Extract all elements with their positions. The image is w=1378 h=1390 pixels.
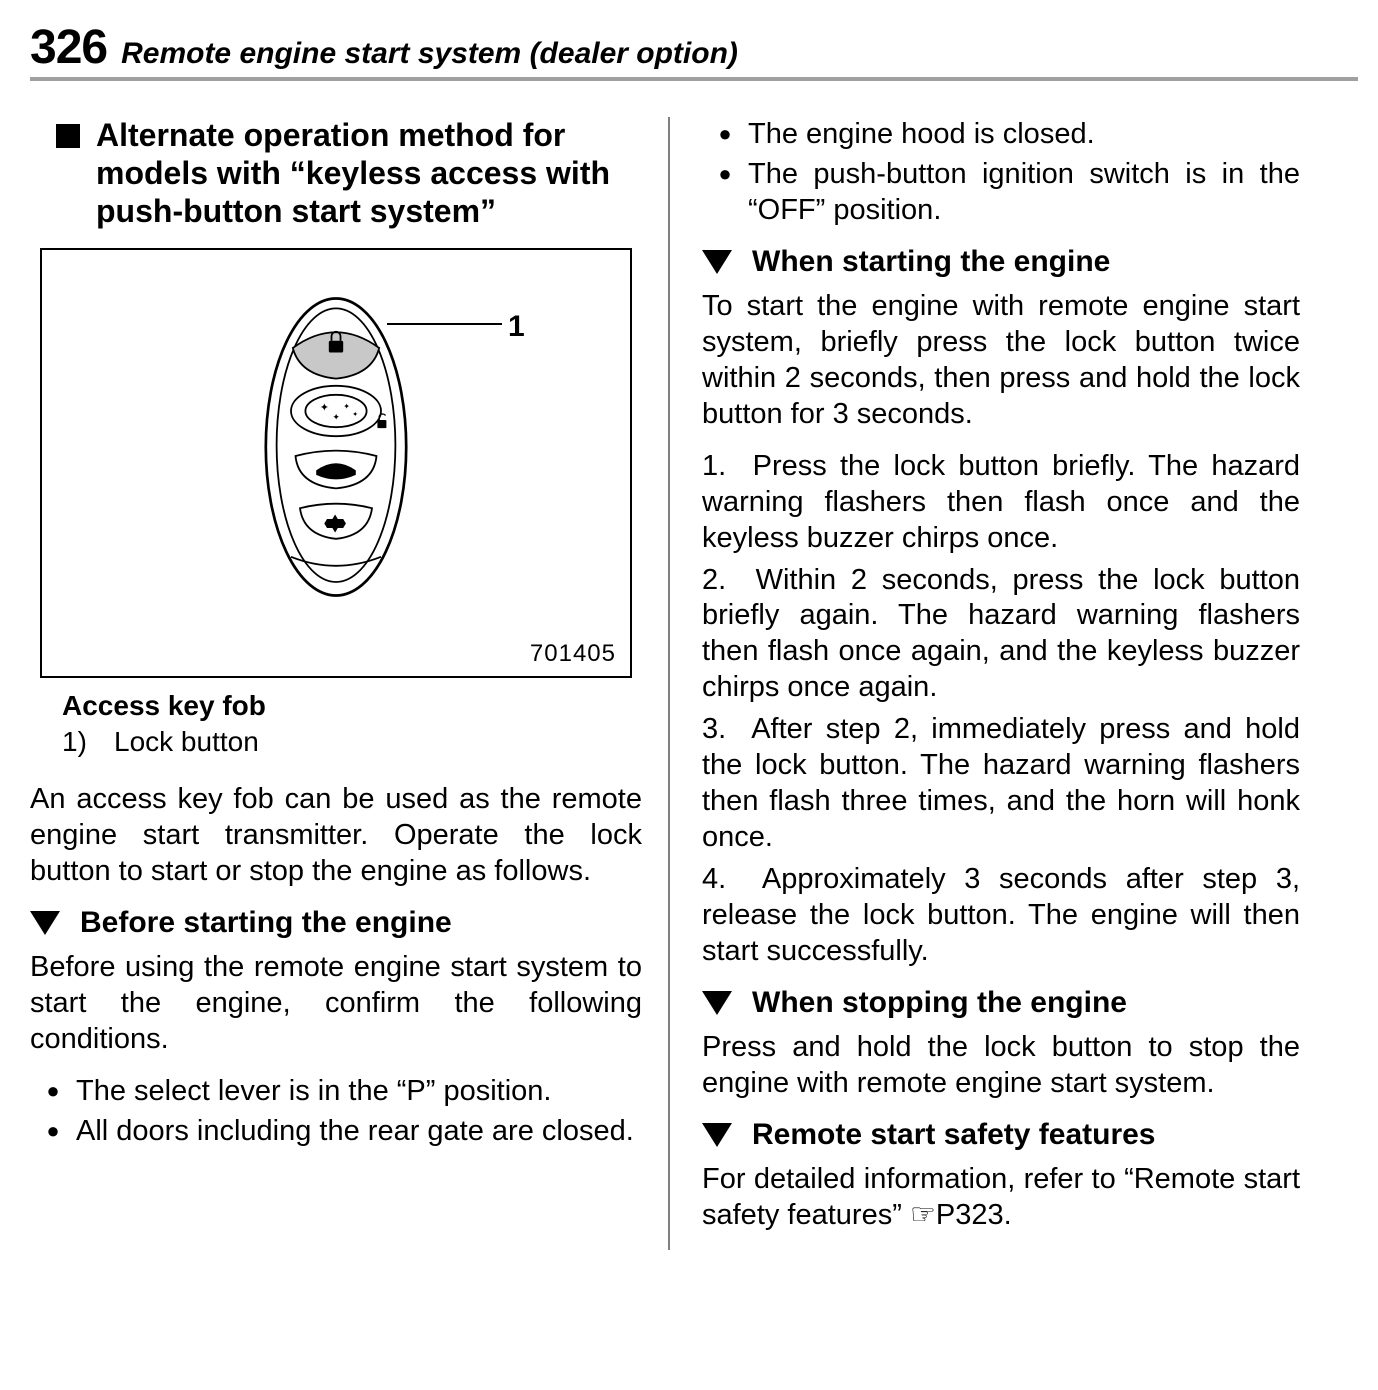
figure-box: ✦ ✦ ✦ ✦ [40, 248, 632, 678]
subhead-text: When starting the engine [752, 245, 1110, 279]
start-steps: Press the lock button briefly. The hazar… [702, 449, 1300, 970]
subhead-when-stopping: When stopping the engine [702, 986, 1300, 1020]
figure-caption: Access key fob [62, 690, 642, 722]
column-left: Alternate operation method for models wi… [30, 117, 670, 1250]
legend-text: Lock button [114, 726, 259, 757]
triangle-down-icon [702, 991, 732, 1015]
safety-features-body: For detailed information, refer to “Remo… [702, 1162, 1300, 1234]
svg-text:✦: ✦ [332, 412, 340, 422]
page-title: Remote engine start system (dealer optio… [121, 37, 738, 71]
list-item: The select lever is in the “P” position. [30, 1074, 642, 1110]
svg-text:✦: ✦ [352, 410, 358, 419]
figure-id: 701405 [530, 640, 616, 668]
column-right: The engine hood is closed. The push-butt… [670, 117, 1310, 1250]
callout-label: 1 [508, 310, 525, 344]
triangle-down-icon [30, 911, 60, 935]
page-header: 326 Remote engine start system (dealer o… [30, 20, 1358, 81]
page-reference-text: ☞P323. [910, 1199, 1012, 1231]
legend-num: 1) [62, 726, 114, 758]
list-item: The engine hood is closed. [702, 117, 1300, 153]
manual-page: 326 Remote engine start system (dealer o… [0, 0, 1378, 1280]
step-item: Press the lock button briefly. The hazar… [702, 449, 1300, 557]
step-item: After step 2, immediately press and hold… [702, 712, 1300, 856]
subhead-before-starting: Before starting the engine [30, 906, 642, 940]
section-heading-text: Alternate operation method for models wi… [96, 117, 636, 230]
list-item: All doors including the rear gate are cl… [30, 1114, 642, 1150]
subhead-safety-features: Remote start safety features [702, 1118, 1300, 1152]
list-item: The push-button ignition switch is in th… [702, 157, 1300, 229]
section-heading: Alternate operation method for models wi… [56, 117, 636, 230]
figure-legend: 1)Lock button [62, 726, 642, 758]
subhead-when-starting: When starting the engine [702, 245, 1300, 279]
triangle-down-icon [702, 250, 732, 274]
two-column-layout: Alternate operation method for models wi… [30, 117, 1358, 1250]
when-starting-body: To start the engine with remote engine s… [702, 289, 1300, 433]
step-item: Within 2 seconds, press the lock button … [702, 563, 1300, 707]
subhead-text: Before starting the engine [80, 906, 452, 940]
key-fob-illustration: ✦ ✦ ✦ ✦ [54, 272, 618, 632]
intro-paragraph: An access key fob can be used as the rem… [30, 782, 642, 890]
square-bullet-icon [56, 124, 80, 148]
subhead-text: Remote start safety features [752, 1118, 1156, 1152]
subhead-text: When stopping the engine [752, 986, 1127, 1020]
svg-text:✦: ✦ [320, 402, 329, 414]
condition-list-right: The engine hood is closed. The push-butt… [702, 117, 1300, 229]
svg-text:✦: ✦ [343, 402, 350, 411]
step-item: Approximately 3 seconds after step 3, re… [702, 862, 1300, 970]
callout-line [387, 323, 502, 325]
when-stopping-body: Press and hold the lock button to stop t… [702, 1030, 1300, 1102]
condition-list-left: The select lever is in the “P” position.… [30, 1074, 642, 1150]
triangle-down-icon [702, 1123, 732, 1147]
page-number: 326 [30, 20, 107, 75]
before-starting-body: Before using the remote engine start sys… [30, 950, 642, 1058]
